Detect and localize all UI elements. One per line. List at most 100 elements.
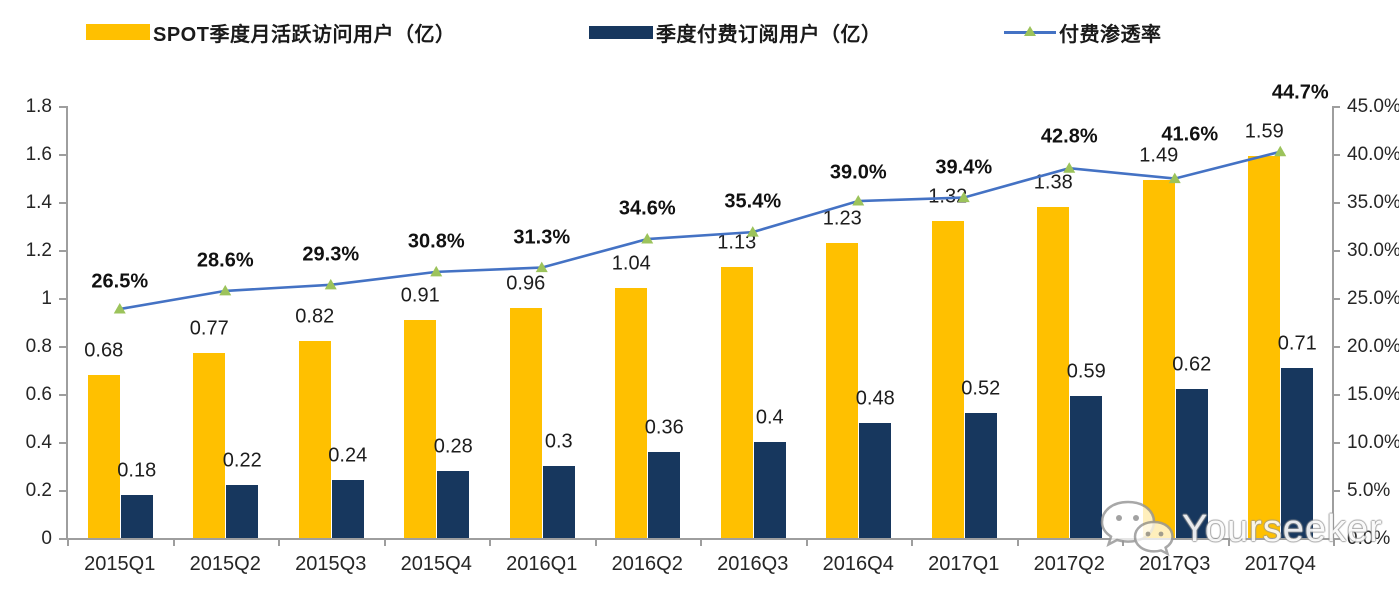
- bar-label-subs: 0.4: [755, 406, 784, 429]
- y-axis-left: [66, 106, 68, 539]
- triangle-marker-icon: [113, 303, 126, 314]
- bar-mau: [826, 242, 859, 538]
- bar-mau: [298, 341, 331, 538]
- legend-label-rate: 付费渗透率: [1059, 23, 1162, 46]
- rate-legend-line-icon: [1004, 25, 1056, 39]
- y-tick-label-right: 40.0%: [1347, 144, 1399, 165]
- y-tick-label-left: 0: [41, 528, 52, 549]
- y-tick-label-right: 35.0%: [1347, 192, 1399, 213]
- x-axis-label: 2015Q3: [295, 553, 367, 575]
- bar-subs: [120, 494, 153, 538]
- rate-label: 29.3%: [302, 243, 360, 266]
- bar-mau: [720, 266, 753, 538]
- bar-label-subs: 0.3: [544, 430, 573, 453]
- y-tick-label-left: 1.8: [25, 96, 52, 117]
- y-tick-left: [59, 442, 67, 444]
- bar-label-subs: 0.24: [328, 444, 368, 467]
- x-tick: [489, 540, 491, 546]
- bar-label-mau: 0.91: [400, 284, 440, 307]
- x-axis: [66, 538, 1334, 540]
- y-tick-right: [1333, 394, 1340, 396]
- rate-label: 34.6%: [618, 197, 676, 220]
- bar-subs: [964, 413, 997, 538]
- bar-mau: [1248, 156, 1281, 538]
- x-tick: [700, 540, 702, 546]
- x-axis-label: 2017Q3: [1139, 553, 1211, 575]
- bar-mau: [509, 307, 542, 538]
- bar-subs: [1070, 396, 1103, 538]
- y-tick-label-left: 0.2: [25, 480, 52, 501]
- x-axis-label: 2016Q2: [611, 553, 683, 575]
- triangle-marker-icon: [1274, 145, 1287, 157]
- triangle-marker-icon: [219, 284, 232, 296]
- y-tick-label-left: 0.8: [25, 336, 52, 357]
- y-tick-right: [1333, 298, 1340, 300]
- bar-label-mau: 1.49: [1139, 144, 1179, 167]
- y-tick-left: [59, 202, 67, 204]
- bar-subs: [226, 485, 259, 538]
- y-tick-label-right: 5.0%: [1347, 480, 1391, 501]
- bar-mau: [87, 374, 120, 538]
- y-tick-right: [1333, 490, 1340, 492]
- legend: SPOT季度月活跃访问用户（亿） 季度付费订阅用户（亿） 付费渗透率: [0, 14, 1399, 50]
- y-tick-label-left: 1.6: [25, 144, 52, 165]
- triangle-marker-icon: [535, 261, 548, 273]
- bar-subs: [437, 470, 470, 538]
- y-tick-label-left: 0.4: [25, 432, 52, 453]
- y-tick-label-right: 10.0%: [1347, 432, 1399, 453]
- triangle-marker-icon: [1063, 162, 1076, 173]
- x-axis-label: 2016Q1: [506, 553, 578, 575]
- x-tick: [805, 540, 808, 546]
- x-tick: [1333, 540, 1335, 546]
- bar-mau: [193, 353, 226, 538]
- bar-subs: [542, 466, 575, 538]
- x-tick: [594, 540, 597, 546]
- legend-label-subs: 季度付费订阅用户（亿）: [656, 23, 882, 46]
- rate-label: 39.0%: [829, 161, 887, 184]
- y-tick-left: [59, 490, 67, 492]
- x-tick: [911, 540, 913, 546]
- bar-subs: [859, 422, 892, 538]
- x-tick: [1227, 540, 1230, 546]
- triangle-marker-icon: [852, 195, 865, 206]
- bar-label-subs: 0.28: [433, 435, 473, 458]
- bar-subs: [648, 451, 681, 538]
- bar-mau: [404, 319, 437, 538]
- y-tick-left: [59, 346, 67, 348]
- bar-label-mau: 0.82: [295, 305, 335, 328]
- bar-label-mau: 1.23: [822, 207, 862, 230]
- y-tick-label-right: 20.0%: [1347, 336, 1399, 357]
- y-tick-right: [1333, 106, 1340, 108]
- bar-label-mau: 0.96: [506, 272, 546, 295]
- rate-label: 26.5%: [91, 270, 149, 293]
- x-axis-label: 2017Q4: [1244, 553, 1316, 575]
- bar-label-subs: 0.62: [1172, 353, 1212, 376]
- bar-label-mau: 0.77: [189, 317, 229, 340]
- y-tick-right: [1333, 154, 1340, 156]
- subs-legend-swatch-icon: [589, 25, 653, 39]
- x-axis-label: 2015Q2: [189, 553, 261, 575]
- bar-label-subs: 0.36: [644, 416, 684, 439]
- bar-label-mau: 1.38: [1033, 171, 1073, 194]
- bar-label-mau: 1.59: [1244, 120, 1284, 143]
- triangle-marker-icon: [746, 226, 759, 237]
- x-tick: [383, 540, 386, 546]
- rate-label: 42.8%: [1040, 125, 1098, 148]
- y-tick-right: [1333, 442, 1340, 444]
- triangle-marker-icon: [430, 265, 443, 277]
- bar-label-mau: 1.13: [717, 231, 757, 254]
- mau-legend-swatch-icon: [86, 24, 150, 40]
- x-axis-label: 2016Q4: [822, 553, 894, 575]
- y-tick-left: [59, 538, 67, 540]
- y-tick-label-right: 15.0%: [1347, 384, 1399, 405]
- y-tick-label-left: 1.2: [25, 240, 52, 261]
- triangle-marker-icon: [324, 278, 337, 290]
- triangle-marker-icon: [957, 191, 970, 203]
- rate-label: 31.3%: [513, 226, 571, 249]
- bar-mau: [615, 288, 648, 538]
- rate-label: 30.8%: [407, 230, 465, 253]
- triangle-marker-icon: [641, 233, 654, 244]
- trend-line-path: [119, 150, 1281, 311]
- bar-label-subs: 0.71: [1277, 332, 1317, 355]
